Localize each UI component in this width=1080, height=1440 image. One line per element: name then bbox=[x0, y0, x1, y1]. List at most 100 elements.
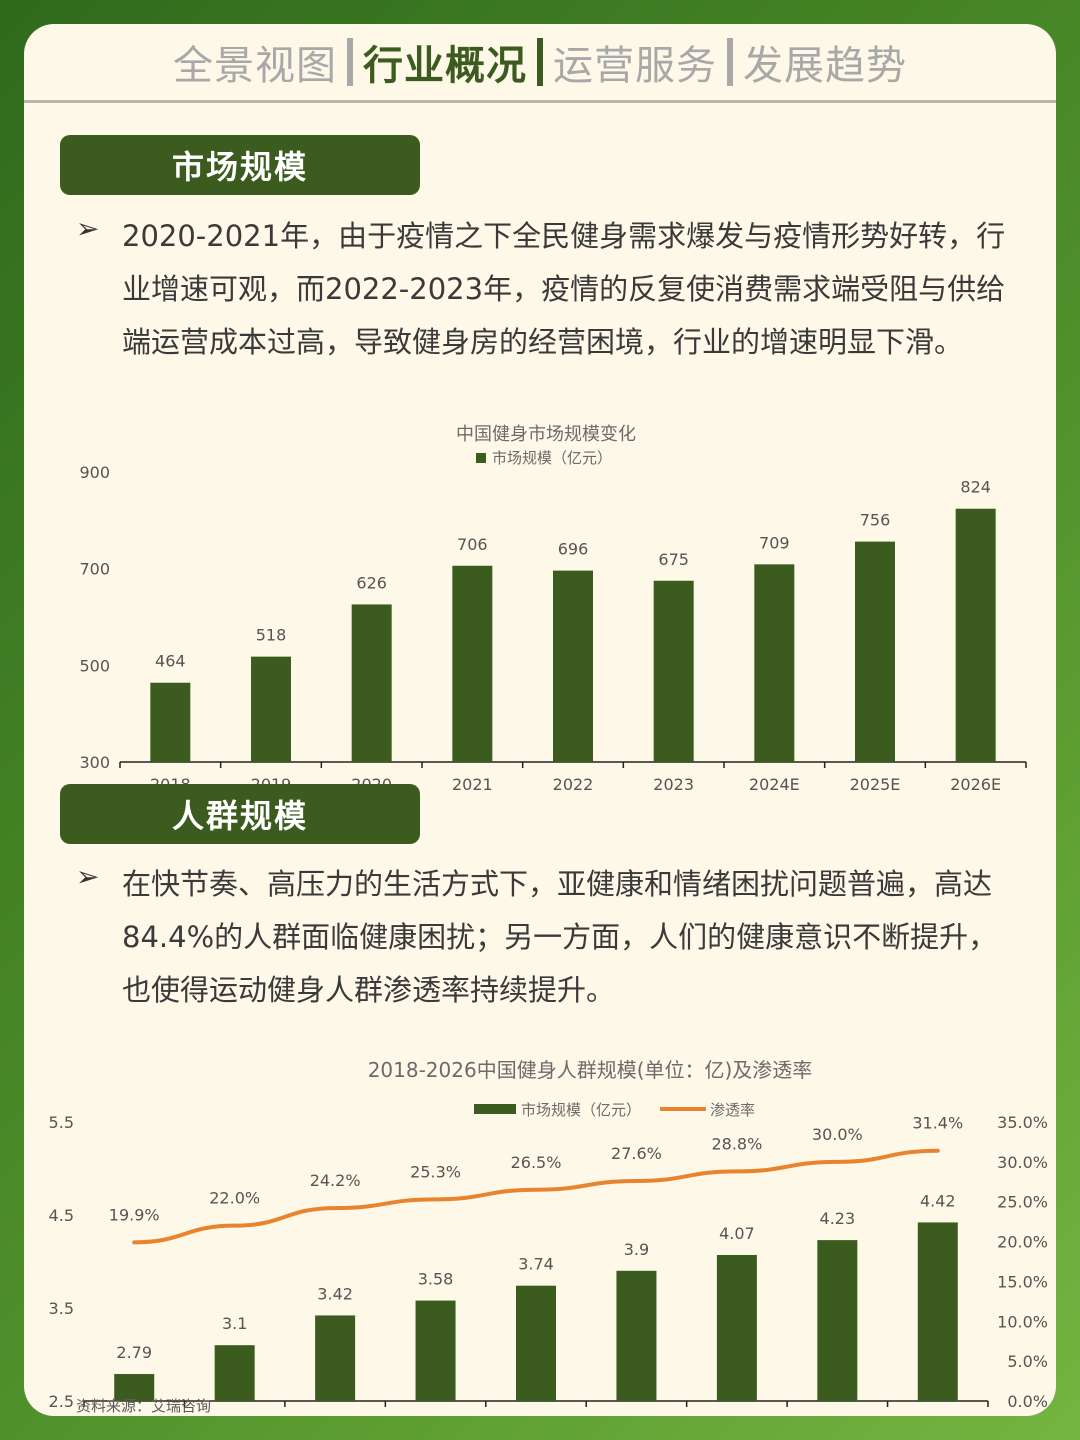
bar bbox=[716, 1254, 757, 1401]
section-badge-population-size: 人群规模 bbox=[60, 784, 420, 844]
x-tick-label: 2026E bbox=[912, 1414, 963, 1416]
data-label: 675 bbox=[658, 550, 689, 569]
tab-operations[interactable]: 运营服务 bbox=[553, 43, 717, 89]
y-tick-label: 500 bbox=[79, 656, 110, 675]
x-tick-label: 2024E bbox=[749, 775, 800, 794]
content-card: 全景视图 行业概况 运营服务 发展趋势 市场规模 ➢ 2020-2021年，由于… bbox=[24, 24, 1056, 1416]
y-tick-label: 300 bbox=[79, 753, 110, 772]
y-tick-label: 700 bbox=[79, 560, 110, 579]
bar-data-label: 4.07 bbox=[719, 1224, 755, 1243]
x-tick-label: 2018 bbox=[114, 1414, 155, 1416]
tab-divider bbox=[347, 38, 353, 86]
bar bbox=[114, 1374, 155, 1401]
bar-data-label: 3.74 bbox=[518, 1255, 554, 1274]
bar-data-label: 3.1 bbox=[222, 1314, 247, 1333]
bar bbox=[817, 1240, 858, 1401]
y-tick-label-right: 30.0% bbox=[997, 1153, 1048, 1172]
bar bbox=[214, 1345, 255, 1401]
x-tick-label: 2024E bbox=[711, 1414, 762, 1416]
paragraph-text: 在快节奏、高压力的生活方式下，亚健康和情绪困扰问题普遍，高达84.4%的人群面临… bbox=[122, 867, 998, 1007]
data-label: 464 bbox=[155, 652, 186, 671]
y-tick-label-right: 15.0% bbox=[997, 1272, 1048, 1291]
line-data-label: 31.4% bbox=[912, 1114, 963, 1133]
market-size-chart: 中国健身市场规模变化市场规模（亿元）3005007009004642018518… bbox=[79, 424, 1027, 794]
bar bbox=[955, 508, 996, 762]
x-tick-label: 2023 bbox=[653, 775, 694, 794]
y-tick-label-left: 4.5 bbox=[49, 1206, 74, 1225]
data-label: 756 bbox=[860, 511, 891, 530]
arrow-bullet-icon: ➢ bbox=[76, 860, 100, 893]
y-tick-label-left: 5.5 bbox=[49, 1113, 74, 1132]
x-tick-label: 2022 bbox=[516, 1414, 557, 1416]
legend-label: 市场规模（亿元） bbox=[492, 449, 612, 467]
tab-divider bbox=[727, 38, 733, 86]
line-data-label: 19.9% bbox=[109, 1205, 160, 1224]
bar bbox=[415, 1300, 456, 1401]
bar bbox=[754, 564, 795, 762]
data-label: 706 bbox=[457, 535, 488, 554]
x-tick-label: 2021 bbox=[452, 775, 493, 794]
bar bbox=[351, 604, 392, 762]
line-data-label: 26.5% bbox=[511, 1153, 562, 1172]
paragraph-text: 2020-2021年，由于疫情之下全民健身需求爆发与疫情形势好转，行业增速可观，… bbox=[122, 219, 1006, 359]
tab-overview[interactable]: 全景视图 bbox=[173, 43, 337, 89]
legend-label-line: 渗透率 bbox=[710, 1101, 755, 1119]
source-note: 资料来源：艾瑞咨询 bbox=[76, 1397, 212, 1415]
tab-divider bbox=[537, 38, 543, 86]
data-label: 696 bbox=[558, 540, 589, 559]
line-data-label: 22.0% bbox=[209, 1189, 260, 1208]
x-tick-label: 2021 bbox=[415, 1414, 456, 1416]
bar bbox=[855, 541, 895, 762]
line-data-label: 24.2% bbox=[310, 1171, 361, 1190]
data-label: 824 bbox=[960, 478, 991, 497]
bar bbox=[917, 1222, 958, 1401]
bar-data-label: 4.23 bbox=[820, 1209, 856, 1228]
line-data-label: 28.8% bbox=[711, 1134, 762, 1153]
line-data-label: 25.3% bbox=[410, 1162, 461, 1181]
bar bbox=[452, 565, 493, 762]
y-tick-label-right: 25.0% bbox=[997, 1193, 1048, 1212]
bar bbox=[315, 1315, 356, 1401]
legend-label-bar: 市场规模（亿元） bbox=[521, 1101, 641, 1119]
y-tick-label: 900 bbox=[79, 463, 110, 482]
section-badge-market-size: 市场规模 bbox=[60, 135, 420, 195]
paragraph-market-size: ➢ 2020-2021年，由于疫情之下全民健身需求爆发与疫情形势好转，行业增速可… bbox=[76, 210, 1026, 369]
x-tick-label: 2022 bbox=[553, 775, 594, 794]
tab-bar: 全景视图 行业概况 运营服务 发展趋势 bbox=[24, 24, 1056, 103]
bar bbox=[516, 1285, 556, 1401]
chart-title: 2018-2026中国健身人群规模(单位：亿)及渗透率 bbox=[368, 1058, 813, 1082]
chart-title: 中国健身市场规模变化 bbox=[456, 424, 636, 445]
y-tick-label-right: 10.0% bbox=[997, 1312, 1048, 1331]
line-data-label: 30.0% bbox=[812, 1125, 863, 1144]
legend-swatch-bar bbox=[474, 1104, 516, 1114]
bar bbox=[251, 656, 291, 762]
bar-data-label: 4.42 bbox=[920, 1191, 956, 1210]
y-tick-label-left: 2.5 bbox=[49, 1392, 74, 1411]
x-tick-label: 2023 bbox=[616, 1414, 657, 1416]
bar-data-label: 3.58 bbox=[418, 1270, 454, 1289]
line-data-label: 27.6% bbox=[611, 1144, 662, 1163]
bar-data-label: 3.9 bbox=[624, 1240, 649, 1259]
data-label: 626 bbox=[356, 573, 387, 592]
x-tick-label: 2020 bbox=[315, 1414, 356, 1416]
bar bbox=[653, 580, 694, 762]
data-label: 518 bbox=[256, 626, 287, 645]
tab-trends[interactable]: 发展趋势 bbox=[743, 43, 907, 89]
y-tick-label-right: 35.0% bbox=[997, 1113, 1048, 1132]
x-tick-label: 2025E bbox=[812, 1414, 863, 1416]
y-tick-label-left: 3.5 bbox=[49, 1299, 74, 1318]
x-tick-label: 2026E bbox=[950, 775, 1001, 794]
arrow-bullet-icon: ➢ bbox=[76, 212, 100, 245]
y-tick-label-right: 0.0% bbox=[1007, 1392, 1048, 1411]
bar bbox=[553, 570, 593, 762]
tab-industry-overview[interactable]: 行业概况 bbox=[363, 43, 527, 89]
legend-swatch bbox=[476, 453, 486, 463]
x-tick-label: 2025E bbox=[850, 775, 901, 794]
bar bbox=[150, 682, 191, 762]
penetration-line bbox=[132, 1148, 940, 1245]
bar-data-label: 2.79 bbox=[116, 1343, 152, 1362]
bar bbox=[616, 1270, 657, 1401]
data-label: 709 bbox=[759, 533, 790, 552]
bar-data-label: 3.42 bbox=[317, 1284, 353, 1303]
